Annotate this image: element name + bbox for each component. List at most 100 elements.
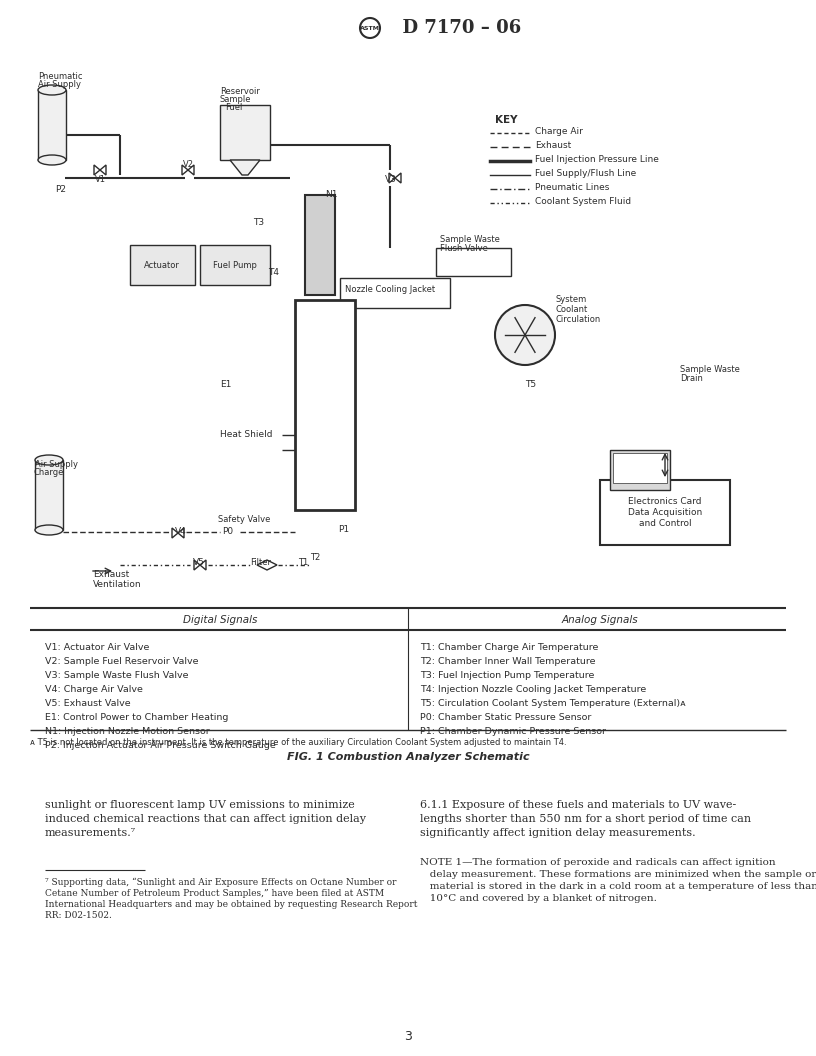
Text: P0: Chamber Static Pressure Sensor: P0: Chamber Static Pressure Sensor: [420, 713, 592, 722]
Bar: [600, 480, 730, 545]
Text: D 7170 – 06: D 7170 – 06: [390, 19, 521, 37]
Text: Flush Valve: Flush Valve: [440, 244, 488, 253]
Text: T5: Circulation Coolant System Temperature (External)ᴀ: T5: Circulation Coolant System Temperatu…: [420, 699, 685, 708]
Bar: [200, 245, 270, 285]
Text: Sample Waste: Sample Waste: [440, 235, 500, 244]
Text: Fuel Pump: Fuel Pump: [213, 261, 257, 269]
Text: Fuel Supply/Flush Line: Fuel Supply/Flush Line: [535, 170, 636, 178]
Text: ᴀ T5 is not located on the instrument. It is the temperature of the auxiliary Ci: ᴀ T5 is not located on the instrument. I…: [30, 738, 566, 747]
Polygon shape: [257, 560, 277, 570]
Polygon shape: [395, 173, 401, 183]
Text: T4: T4: [268, 268, 279, 277]
Bar: [295, 300, 355, 510]
Text: Sample Waste: Sample Waste: [680, 365, 740, 374]
Polygon shape: [172, 528, 178, 538]
Polygon shape: [188, 165, 194, 175]
Text: Fuel Injection Pressure Line: Fuel Injection Pressure Line: [535, 155, 659, 165]
Text: V3: Sample Waste Flush Valve: V3: Sample Waste Flush Valve: [45, 671, 188, 680]
Text: induced chemical reactions that can affect ignition delay: induced chemical reactions that can affe…: [45, 814, 366, 824]
Ellipse shape: [35, 455, 63, 465]
Polygon shape: [94, 165, 100, 175]
Text: P1: P1: [338, 525, 349, 534]
Bar: [610, 450, 670, 490]
Text: Pneumatic: Pneumatic: [38, 72, 82, 81]
Text: T3: Fuel Injection Pump Temperature: T3: Fuel Injection Pump Temperature: [420, 671, 594, 680]
Bar: [613, 453, 667, 483]
Bar: [340, 278, 450, 308]
Polygon shape: [194, 560, 200, 570]
Text: Digital Signals: Digital Signals: [183, 615, 257, 625]
Text: V5: Exhaust Valve: V5: Exhaust Valve: [45, 699, 131, 708]
Bar: [35, 460, 63, 530]
Bar: [436, 248, 511, 276]
Text: E1: Control Power to Chamber Heating: E1: Control Power to Chamber Heating: [45, 713, 228, 722]
Text: 6.1.1 Exposure of these fuels and materials to UV wave-: 6.1.1 Exposure of these fuels and materi…: [420, 800, 736, 810]
Text: T1: Chamber Charge Air Temperature: T1: Chamber Charge Air Temperature: [420, 643, 598, 652]
Text: International Headquarters and may be obtained by requesting Research Report: International Headquarters and may be ob…: [45, 900, 418, 909]
Text: T3: T3: [253, 218, 264, 227]
Polygon shape: [389, 173, 395, 183]
Text: NOTE 1—The formation of peroxide and radicals can affect ignition: NOTE 1—The formation of peroxide and rad…: [420, 857, 776, 867]
Text: significantly affect ignition delay measurements.: significantly affect ignition delay meas…: [420, 828, 695, 838]
Text: T2: Chamber Inner Wall Temperature: T2: Chamber Inner Wall Temperature: [420, 657, 596, 666]
Text: Charge: Charge: [33, 468, 64, 477]
Polygon shape: [100, 165, 106, 175]
Text: RR: D02-1502.: RR: D02-1502.: [45, 911, 112, 920]
Circle shape: [495, 305, 555, 365]
Text: V1: Actuator Air Valve: V1: Actuator Air Valve: [45, 643, 149, 652]
Text: Air Supply: Air Supply: [35, 460, 78, 469]
Text: Coolant: Coolant: [555, 305, 588, 314]
Text: lengths shorter than 550 nm for a short period of time can: lengths shorter than 550 nm for a short …: [420, 814, 751, 824]
Text: Exhaust: Exhaust: [535, 142, 571, 151]
Text: Pneumatic Lines: Pneumatic Lines: [535, 184, 610, 192]
Text: V2: Sample Fuel Reservoir Valve: V2: Sample Fuel Reservoir Valve: [45, 657, 198, 666]
Bar: [305, 195, 335, 295]
Ellipse shape: [38, 155, 66, 165]
Text: V4: Charge Air Valve: V4: Charge Air Valve: [45, 685, 143, 694]
Text: V4: V4: [175, 527, 187, 536]
Text: V1: V1: [95, 175, 106, 184]
Text: sunlight or fluorescent lamp UV emissions to minimize: sunlight or fluorescent lamp UV emission…: [45, 800, 355, 810]
Text: T1: T1: [298, 558, 308, 567]
Text: Air Supply: Air Supply: [38, 80, 81, 89]
Bar: [130, 245, 195, 285]
Text: 10°C and covered by a blanket of nitrogen.: 10°C and covered by a blanket of nitroge…: [420, 894, 657, 903]
Text: ⁷ Supporting data, “Sunlight and Air Exposure Effects on Octane Number or: ⁷ Supporting data, “Sunlight and Air Exp…: [45, 878, 397, 887]
Text: Reservoir: Reservoir: [220, 87, 259, 96]
Polygon shape: [200, 560, 206, 570]
Text: ASTM: ASTM: [360, 25, 380, 31]
Text: V3: V3: [385, 175, 397, 184]
Text: measurements.⁷: measurements.⁷: [45, 828, 136, 838]
Text: FIG. 1 Combustion Analyzer Schematic: FIG. 1 Combustion Analyzer Schematic: [286, 752, 530, 762]
Text: E1: E1: [220, 380, 232, 389]
Ellipse shape: [38, 84, 66, 95]
Text: V2: V2: [183, 161, 194, 169]
Text: Circulation: Circulation: [555, 315, 601, 324]
Text: Ventilation: Ventilation: [93, 580, 142, 589]
Text: P2: Injection Actuator Air Pressure Switch Gauge: P2: Injection Actuator Air Pressure Swit…: [45, 741, 276, 750]
Text: 3: 3: [404, 1030, 412, 1043]
Text: Actuator: Actuator: [144, 261, 180, 269]
Text: N1: Injection Nozzle Motion Sensor: N1: Injection Nozzle Motion Sensor: [45, 727, 210, 736]
Text: Drain: Drain: [680, 374, 703, 383]
Text: KEY: KEY: [495, 115, 517, 125]
Text: Charge Air: Charge Air: [535, 128, 583, 136]
Text: Electronics Card: Electronics Card: [628, 497, 702, 506]
Text: Cetane Number of Petroleum Product Samples,” have been filed at ASTM: Cetane Number of Petroleum Product Sampl…: [45, 889, 384, 898]
Text: V5: V5: [193, 558, 205, 567]
Text: Data Acquisition: Data Acquisition: [628, 508, 702, 517]
Text: T5: T5: [525, 380, 536, 389]
Ellipse shape: [35, 525, 63, 535]
Text: Analog Signals: Analog Signals: [561, 615, 638, 625]
Polygon shape: [230, 161, 260, 175]
Text: material is stored in the dark in a cold room at a temperature of less than: material is stored in the dark in a cold…: [420, 882, 816, 891]
Text: Fuel: Fuel: [225, 103, 242, 112]
Bar: [38, 90, 66, 161]
Text: Filter: Filter: [250, 558, 271, 567]
Text: T2: T2: [310, 553, 320, 562]
Bar: [220, 105, 270, 161]
Text: Nozzle Cooling Jacket: Nozzle Cooling Jacket: [345, 285, 435, 294]
Text: System: System: [555, 295, 586, 304]
Polygon shape: [178, 528, 184, 538]
Text: Sample: Sample: [220, 95, 251, 103]
